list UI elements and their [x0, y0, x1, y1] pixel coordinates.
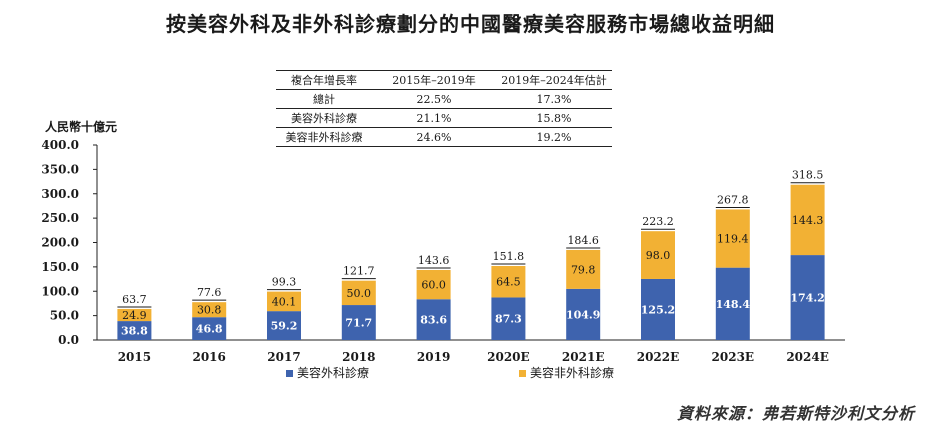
- legend-swatch-surgical: [286, 370, 293, 377]
- value-label-surgical: 83.6: [420, 314, 447, 327]
- bar-surgical: [491, 297, 526, 340]
- bar-nonsurgical: [267, 291, 301, 312]
- y-tick-label: 50.0: [50, 309, 79, 323]
- y-tick-label: 150.0: [41, 260, 79, 274]
- value-label-surgical: 174.2: [790, 292, 824, 305]
- value-label-nonsurgical: 144.3: [792, 214, 824, 227]
- legend-swatch-nonsurgical: [519, 370, 526, 377]
- bar-nonsurgical: [341, 280, 376, 306]
- bar-nonsurgical: [117, 308, 152, 322]
- total-label: 223.2: [642, 215, 674, 228]
- y-tick-label: 100.0: [41, 284, 79, 298]
- value-label-nonsurgical: 98.0: [646, 249, 671, 262]
- value-label-surgical: 125.2: [641, 303, 675, 316]
- bar-surgical: [341, 305, 376, 340]
- y-tick-label: 200.0: [41, 236, 79, 250]
- bar-nonsurgical: [566, 249, 601, 289]
- y-tick-label: 250.0: [41, 211, 79, 225]
- total-label: 77.6: [197, 286, 222, 299]
- y-tick-label: 350.0: [41, 162, 79, 176]
- value-label-nonsurgical: 79.8: [571, 263, 596, 276]
- value-label-nonsurgical: 50.0: [347, 287, 372, 300]
- bar-nonsurgical: [416, 269, 451, 300]
- x-tick-label: 2022E: [637, 350, 680, 364]
- x-tick-label: 2017: [267, 350, 300, 364]
- cagr-value: 24.6%: [416, 130, 452, 144]
- value-label-nonsurgical: 64.5: [496, 276, 521, 289]
- bar-surgical: [566, 288, 601, 340]
- cagr-header-row: 複合年增長率 2015年–2019年 2019年–2024年估計: [276, 70, 612, 90]
- y-tick-label: 400.0: [41, 138, 79, 152]
- value-label-nonsurgical: 60.0: [421, 279, 446, 292]
- y-tick-label: 0.0: [58, 333, 79, 347]
- cagr-value: 15.8%: [536, 111, 572, 125]
- cagr-header-label: 複合年增長率: [291, 74, 357, 87]
- cagr-row-total: 總計 22.5% 17.3%: [276, 90, 612, 109]
- chart-title: 按美容外科及非外科診療劃分的中國醫療美容服務市場總收益明細: [166, 12, 775, 36]
- total-label: 151.8: [493, 250, 525, 263]
- value-label-surgical: 38.8: [121, 325, 148, 338]
- total-label: 184.6: [567, 234, 599, 247]
- cagr-row-label: 美容非外科診療: [285, 131, 363, 144]
- cagr-row-label: 美容外科診療: [291, 112, 357, 125]
- cagr-value: 22.5%: [416, 92, 452, 106]
- bar-nonsurgical: [715, 209, 750, 268]
- cagr-header-period-1: 2015年–2019年: [392, 74, 476, 87]
- x-tick-label: 2016: [192, 350, 225, 364]
- x-tick-label: 2023E: [712, 350, 755, 364]
- source-note: 資料來源：弗若斯特沙利文分析: [676, 404, 915, 423]
- total-label: 143.6: [418, 254, 450, 267]
- value-label-nonsurgical: 30.8: [197, 304, 222, 317]
- value-label-surgical: 148.4: [716, 298, 751, 311]
- value-label-surgical: 87.3: [495, 313, 522, 326]
- value-label-nonsurgical: 40.1: [272, 295, 297, 308]
- total-label: 318.5: [792, 169, 824, 182]
- cagr-value: 17.3%: [536, 92, 572, 106]
- x-tick-label: 2019: [417, 350, 450, 364]
- value-label-surgical: 59.2: [271, 320, 298, 333]
- bar-surgical: [416, 299, 451, 340]
- cagr-table: 複合年增長率 2015年–2019年 2019年–2024年估計 總計 22.5…: [276, 70, 612, 147]
- legend-label-nonsurgical: 美容非外科診療: [530, 365, 614, 380]
- value-label-surgical: 104.9: [566, 308, 600, 321]
- x-tick-label: 2020E: [487, 350, 530, 364]
- total-label: 121.7: [343, 265, 375, 278]
- value-label-nonsurgical: 24.9: [122, 309, 147, 322]
- bar-nonsurgical: [641, 231, 675, 279]
- total-label: 99.3: [272, 276, 297, 289]
- bar-surgical: [267, 311, 301, 340]
- legend-label-surgical: 美容外科診療: [297, 365, 369, 380]
- bar-nonsurgical: [192, 302, 227, 318]
- y-tick-label: 300.0: [41, 187, 79, 201]
- total-label: 267.8: [717, 193, 749, 206]
- value-label-surgical: 46.8: [196, 323, 223, 336]
- cagr-row-surgical: 美容外科診療 21.1% 15.8%: [276, 109, 612, 128]
- x-tick-label: 2024E: [786, 350, 829, 364]
- bar-nonsurgical: [491, 265, 526, 298]
- x-tick-label: 2021E: [562, 350, 605, 364]
- bar-surgical: [117, 321, 152, 340]
- cagr-value: 19.2%: [536, 130, 572, 144]
- cagr-header-period-2: 2019年–2024年估計: [501, 74, 607, 87]
- bar-surgical: [641, 278, 675, 340]
- x-tick-label: 2015: [118, 350, 151, 364]
- y-axis-unit-label: 人民幣十億元: [45, 120, 118, 134]
- bar-surgical: [790, 255, 825, 340]
- bar-surgical: [715, 267, 750, 340]
- cagr-value: 21.1%: [416, 111, 452, 125]
- cagr-row-nonsurgical: 美容非外科診療 24.6% 19.2%: [276, 128, 612, 147]
- cagr-row-label: 總計: [313, 93, 335, 106]
- bar-surgical: [192, 317, 227, 340]
- x-tick-label: 2018: [342, 350, 375, 364]
- value-label-nonsurgical: 119.4: [717, 233, 749, 246]
- bar-nonsurgical: [790, 184, 825, 256]
- value-label-surgical: 71.7: [345, 317, 372, 330]
- total-label: 63.7: [122, 293, 147, 306]
